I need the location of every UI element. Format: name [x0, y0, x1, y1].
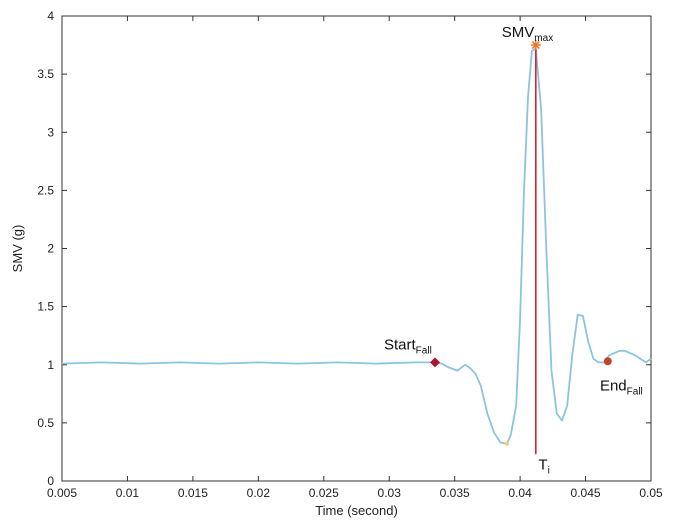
annotation-t-i: Ti [538, 456, 549, 476]
y-tick-label: 1 [47, 358, 54, 372]
x-tick-label: 0.035 [440, 486, 470, 500]
x-tick-label: 0.05 [639, 486, 663, 500]
x-tick-label: 0.04 [508, 486, 532, 500]
x-tick-label: 0.02 [247, 486, 271, 500]
annotation-subscript-text: max [534, 33, 553, 44]
annotation-smv-max: SMVmax [502, 24, 553, 44]
x-tick-label: 0.005 [47, 486, 77, 500]
y-tick-label: 2.5 [37, 183, 54, 197]
x-axis-label: Time (second) [315, 503, 398, 518]
x-tick-label: 0.01 [116, 486, 140, 500]
end-fall-marker [603, 357, 612, 366]
annotation-main-text: T [538, 456, 547, 473]
annotation-end-fall: EndFall [600, 377, 643, 397]
y-tick-label: 4 [47, 9, 54, 23]
y-tick-label: 0.5 [37, 416, 54, 430]
annotation-start-fall: StartFall [384, 337, 432, 357]
annotation-main-text: SMV [502, 24, 535, 41]
annotation-main-text: Start [384, 337, 417, 354]
y-axis-label: SMV (g) [10, 225, 25, 273]
y-tick-label: 0 [47, 474, 54, 488]
annotation-subscript-text: i [548, 465, 550, 476]
x-tick-label: 0.03 [378, 486, 402, 500]
start-fall-marker [430, 357, 441, 368]
smv-max-marker [530, 40, 541, 51]
annotation-subscript-text: Fall [416, 346, 432, 357]
axes: 0.005 0.01 0.015 0.02 0.025 0.03 0.035 0.04 0.04… [37, 9, 663, 500]
star-stroke [531, 41, 540, 50]
x-tick-label: 0.015 [178, 486, 208, 500]
y-tick-label: 2 [47, 242, 54, 256]
y-tick-label: 3.5 [37, 67, 54, 81]
x-tick-label: 0.045 [571, 486, 601, 500]
annotation-main-text: End [600, 377, 627, 394]
y-tick-label: 3 [47, 125, 54, 139]
minimum-point-marker [505, 441, 510, 446]
x-tick-label: 0.025 [309, 486, 339, 500]
annotation-subscript-text: Fall [627, 386, 643, 397]
y-tick-label: 1.5 [37, 300, 54, 314]
marker-layer [430, 40, 612, 446]
